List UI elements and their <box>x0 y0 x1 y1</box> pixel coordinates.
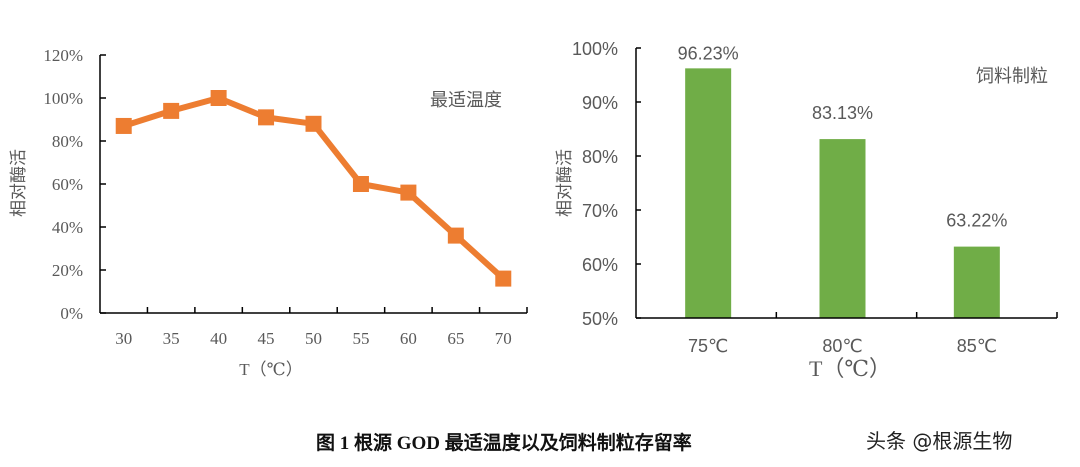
watermark: 头条 @根源生物 <box>866 429 1013 453</box>
right-y-tick-label: 60% <box>582 255 618 275</box>
right-y-tick-label: 50% <box>582 309 618 329</box>
right-y-tick-label: 70% <box>582 201 618 221</box>
right-x-tick-label: 85℃ <box>957 336 997 356</box>
right-x-tick-label: 80℃ <box>822 336 862 356</box>
left-y-tick-label: 120% <box>43 46 83 65</box>
square-marker <box>258 109 275 126</box>
left-x-tick-label: 40 <box>210 329 227 348</box>
left-chart-label: 最适温度 <box>430 90 502 110</box>
right-y-axis-title: 相对酶活 <box>555 149 574 217</box>
retention-bars: 96.23% 83.13% 63.22% <box>678 43 1007 318</box>
left-x-tick-label: 35 <box>163 329 180 348</box>
left-x-tick-label: 60 <box>400 329 417 348</box>
right-x-axis-ticks: 75℃ 80℃ 85℃ <box>688 312 1058 356</box>
left-y-axis-title: 相对酶活 <box>9 149 28 217</box>
square-marker <box>210 90 227 106</box>
left-x-axis-title: T（℃） <box>239 360 302 379</box>
left-x-tick-label: 65 <box>447 329 464 348</box>
bar <box>685 68 732 318</box>
left-x-tick-label: 45 <box>258 329 275 348</box>
bar-value-label: 83.13% <box>812 103 873 123</box>
square-marker <box>163 102 180 119</box>
square-marker <box>447 227 464 244</box>
bar-value-label: 96.23% <box>678 43 739 63</box>
left-y-tick-label: 40% <box>52 218 83 237</box>
line-markers <box>115 90 512 287</box>
square-marker <box>495 270 512 287</box>
left-x-tick-label: 30 <box>115 329 132 348</box>
square-marker <box>352 176 369 192</box>
left-y-tick-label: 80% <box>52 132 83 151</box>
left-x-tick-label: 50 <box>305 329 322 348</box>
optimal-temperature-line-chart: 0% 20% 40% 60% 80% 100% 120% 30 35 40 45 50 55 60 65 7… <box>9 46 528 379</box>
pelleting-retention-bar-chart: 50% 60% 70% 80% 90% 100% 96.23% 83.13% 63.22% 7… <box>555 39 1058 381</box>
right-y-tick-label: 80% <box>582 147 618 167</box>
bar <box>953 246 1000 318</box>
square-marker <box>400 184 417 201</box>
left-x-axis-ticks: 30 35 40 45 50 55 60 65 70 <box>115 307 528 348</box>
left-y-tick-label: 100% <box>43 89 83 108</box>
square-marker <box>305 115 322 132</box>
right-y-tick-label: 90% <box>582 93 618 113</box>
right-x-tick-label: 75℃ <box>688 336 728 356</box>
left-y-tick-label: 0% <box>60 304 83 323</box>
right-chart-label: 饲料制粒 <box>976 66 1048 86</box>
figure-charts: 0% 20% 40% 60% 80% 100% 120% 30 35 40 45 50 55 60 65 7… <box>9 39 1058 381</box>
left-y-tick-label: 20% <box>52 261 83 280</box>
left-x-tick-label: 55 <box>352 329 369 348</box>
square-marker <box>115 117 132 134</box>
right-x-axis-title: T（℃） <box>809 356 891 381</box>
left-x-tick-label: 70 <box>495 329 512 348</box>
bar-value-label: 63.22% <box>946 211 1007 231</box>
right-y-tick-label: 100% <box>572 39 618 59</box>
left-y-tick-label: 60% <box>52 175 83 194</box>
figure-caption: 图 1 根源 GOD 最适温度以及饲料制粒存留率 <box>316 433 692 454</box>
bar <box>819 139 866 318</box>
right-y-axis-ticks: 50% 60% 70% 80% 90% 100% <box>572 39 641 329</box>
left-y-axis-ticks: 0% 20% 40% 60% 80% 100% 120% <box>43 46 106 323</box>
